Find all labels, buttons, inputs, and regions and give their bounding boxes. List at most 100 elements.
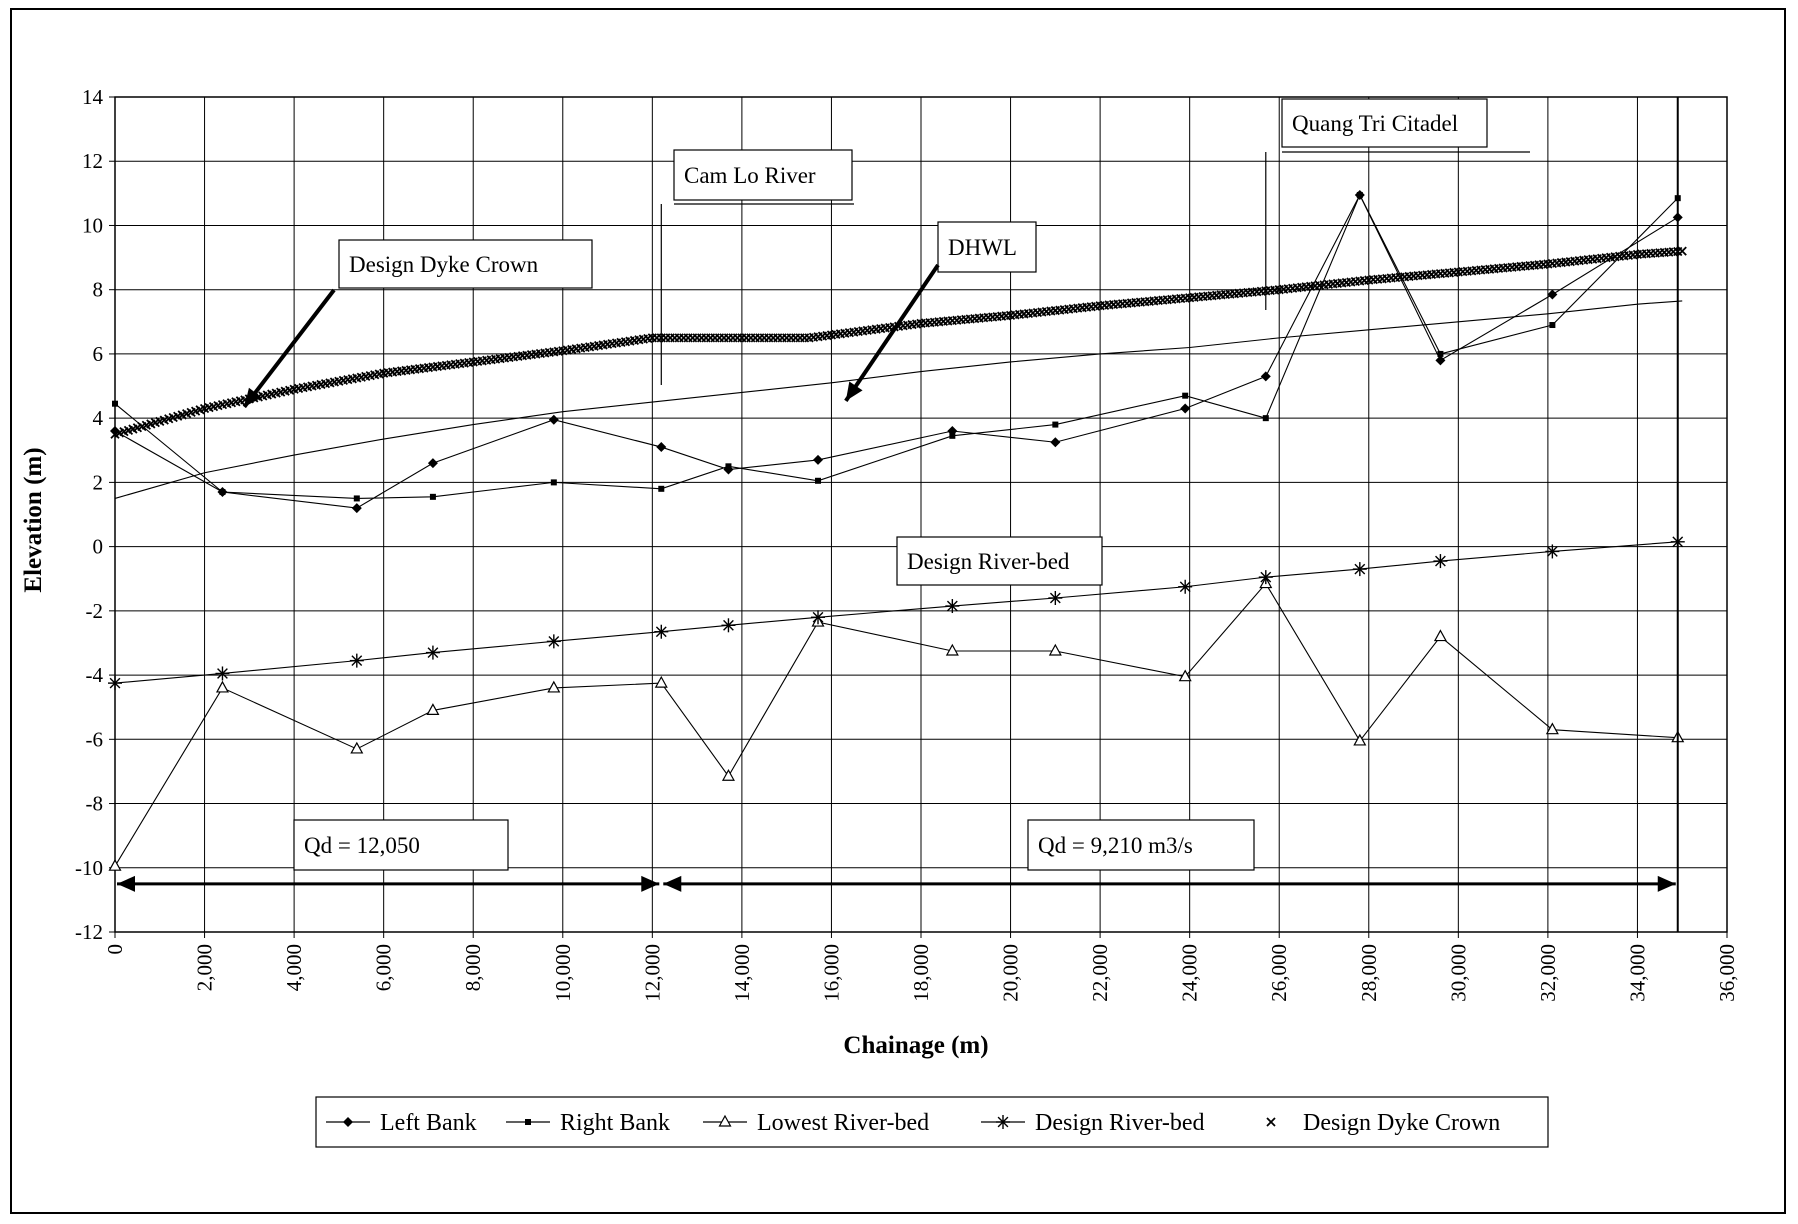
point-right-bank (1356, 191, 1363, 198)
point-design-river-bed (1258, 570, 1273, 585)
point-right-bank (1549, 322, 1556, 329)
x-tick-label: 2,000 (193, 944, 217, 991)
legend-marker-left-bank (343, 1117, 353, 1127)
y-tick-label: 6 (93, 342, 104, 366)
x-tick-label: 20,000 (999, 944, 1023, 1002)
callout-quang-tri-citadel: Quang Tri Citadel (1281, 98, 1488, 148)
x-tick-label: 10,000 (551, 944, 575, 1002)
line-lowest-river-bed (114, 582, 1678, 867)
legend-item-lowest-river-bed: Lowest River-bed (703, 1110, 929, 1136)
x-stroke (1677, 246, 1687, 256)
point-lowest-river-bed (945, 643, 959, 656)
legend-label-lowest-river-bed: Lowest River-bed (757, 1110, 929, 1136)
line-dhwl (114, 300, 1683, 499)
arrow-qd-range-1-head (117, 875, 135, 892)
point-design-river-bed (721, 618, 736, 633)
y-tick-label: 2 (93, 470, 104, 494)
series-design-river-bed (108, 534, 1685, 691)
label-qd-12050-box (293, 819, 509, 871)
point-design-river-bed (349, 653, 364, 668)
x-tick-label: 18,000 (909, 944, 933, 1002)
x-tick-label: 8,000 (461, 944, 485, 991)
legend-label-left-bank: Left Bank (380, 1110, 477, 1136)
legend: Left Bank Right Bank Lowest River-bed Desig… (315, 1096, 1549, 1148)
point-right-bank (1262, 415, 1269, 422)
series-right-bank (112, 191, 1681, 502)
point-design-river-bed (811, 610, 826, 625)
point-lowest-river-bed (654, 675, 668, 688)
point-lowest-river-bed (1048, 643, 1062, 656)
x-tick-label: 16,000 (819, 944, 843, 1002)
series-dhwl (114, 300, 1683, 499)
point-right-bank (112, 400, 118, 407)
point-design-river-bed (1545, 544, 1560, 559)
point-design-river-bed (1048, 591, 1063, 605)
label-qd-12050-text: Qd = 12,050 (304, 833, 420, 858)
callout-cam-lo-river-box (673, 149, 853, 201)
chart-frame: 14 12 10 8 6 4 2 0 -2 -4 -6 -8 -10 -12 0 2,000 4,000 6,00… (10, 8, 1786, 1214)
arrow-dhwl (844, 263, 940, 402)
x-tick-label: 26,000 (1267, 944, 1291, 1002)
series-layer (108, 189, 1687, 871)
x-tick-label: 4,000 (282, 944, 306, 991)
point-left-bank (1547, 289, 1558, 300)
label-qd-9210-text: Qd = 9,210 m3/s (1038, 833, 1193, 858)
callout-cam-lo-river: Cam Lo River (673, 149, 853, 201)
y-tick-label: 0 (93, 535, 104, 559)
point-left-bank (1180, 403, 1191, 414)
point-right-bank (550, 479, 557, 486)
x-tick-label: 22,000 (1088, 944, 1112, 1002)
grid (114, 96, 1728, 933)
y-tick-label: -10 (75, 856, 103, 880)
point-right-bank (1437, 350, 1444, 357)
legend-item-design-river-bed: Design River-bed (981, 1110, 1204, 1136)
x-tick-label: 6,000 (372, 944, 396, 991)
y-tick-label: -2 (86, 599, 104, 623)
legend-label-design-dyke-crown: Design Dyke Crown (1303, 1110, 1500, 1136)
point-lowest-river-bed (1353, 733, 1367, 746)
point-right-bank (725, 463, 732, 470)
x-tick-label: 12,000 (640, 944, 664, 1002)
y-tick-label: -12 (75, 920, 103, 944)
label-design-river-bed-text: Design River-bed (907, 549, 1070, 574)
point-design-river-bed (425, 645, 440, 660)
x-tick-label: 24,000 (1178, 944, 1202, 1002)
label-design-river-bed: Design River-bed (896, 536, 1103, 586)
label-qd-9210: Qd = 9,210 m3/s (1027, 819, 1255, 871)
point-design-river-bed (215, 666, 230, 681)
y-tick-label: 12 (82, 149, 103, 173)
y-tick-label: -6 (86, 727, 104, 751)
point-lowest-river-bed (215, 680, 229, 693)
point-right-bank (219, 489, 226, 496)
point-lowest-river-bed (721, 768, 735, 781)
point-right-bank (1182, 392, 1189, 399)
x-tick-label: 34,000 (1625, 944, 1649, 1002)
callout-cam-lo-river-text: Cam Lo River (684, 163, 816, 188)
x-stroke (1266, 1117, 1276, 1127)
legend-item-design-dyke-crown: Design Dyke Crown (1266, 1110, 1500, 1136)
y-tick-label: 14 (82, 85, 104, 109)
legend-marker-design-river-bed (996, 1115, 1010, 1129)
label-design-river-bed-box (896, 536, 1103, 586)
x-tick-label: 36,000 (1715, 944, 1739, 1002)
point-design-river-bed (546, 634, 561, 649)
y-axis-title: Elevation (m) (20, 447, 47, 592)
x-tick-label: 28,000 (1357, 944, 1381, 1002)
legend-label-right-bank: Right Bank (560, 1110, 670, 1136)
callout-quang-tri-citadel-text: Quang Tri Citadel (1292, 111, 1458, 136)
point-left-bank (1435, 355, 1446, 366)
label-qd-12050: Qd = 12,050 (293, 819, 509, 871)
y-tick-label: 4 (93, 406, 104, 430)
legend-marker-design-dyke-crown (1266, 1117, 1276, 1127)
callout-design-dyke-crown-text: Design Dyke Crown (349, 252, 539, 277)
arrow-dhwl-shaft (844, 263, 940, 402)
point-right-bank (949, 432, 956, 439)
point-lowest-river-bed (108, 858, 122, 871)
legend-label-design-river-bed: Design River-bed (1035, 1110, 1204, 1136)
y-tick-label: -8 (86, 792, 104, 816)
x-axis-title: Chainage (m) (843, 1032, 988, 1059)
annotations-layer: Design Dyke Crown Cam Lo River DHWL Quang T… (117, 97, 1679, 932)
point-lowest-river-bed (426, 703, 440, 716)
